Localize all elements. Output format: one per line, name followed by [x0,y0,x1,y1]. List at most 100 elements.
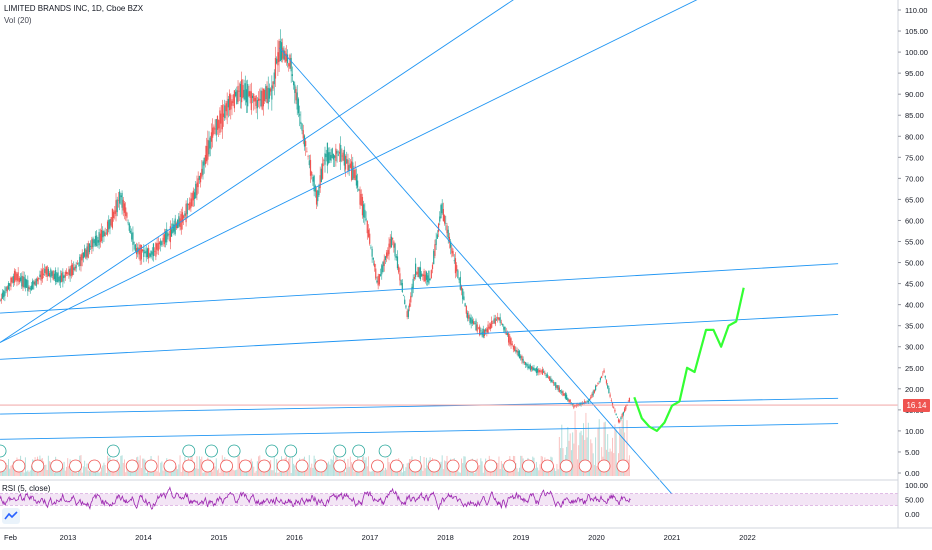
volume-bar [615,429,617,476]
rsi-indicator-label[interactable]: RSI (5, close) [2,484,51,493]
candle-body [227,98,229,108]
price-axis-label: 40.00 [905,301,924,310]
candle-body [99,233,101,243]
volume-bar [558,436,560,476]
volume-bar [232,469,234,476]
candle-body [619,420,621,423]
volume-bar [584,439,586,476]
candle-body [479,326,481,336]
candle-body [468,315,470,319]
volume-bar [295,469,297,476]
candle-body [221,105,223,130]
volume-bar [560,448,562,476]
volume-bar [621,419,623,476]
candle-body [305,141,307,147]
candle-body [154,251,156,252]
candle-body [96,235,98,247]
candle-body [413,277,415,279]
volume-bar [230,468,232,476]
candle-body [549,376,551,381]
candle-body [418,267,420,278]
earnings-badge [427,459,441,473]
candle-body [562,391,564,396]
volume-bar [287,470,289,476]
trend-line [0,313,839,360]
candle-body [186,203,188,215]
candle-body [510,338,512,346]
candle-body [160,240,162,246]
volume-bar [328,461,330,476]
candle-body [162,237,164,242]
rsi-band [0,493,898,506]
volume-bar [374,470,376,476]
price-axis-label: 10.00 [905,427,924,436]
time-axis-label: 2019 [513,533,530,542]
volume-bar [482,472,484,476]
candle-body [581,402,583,405]
candle-body [3,290,5,298]
volume-bar [10,465,12,476]
volume-indicator-label[interactable]: Vol (20) [4,16,32,25]
candle-body [46,266,48,277]
volume-bar [462,463,464,476]
candle-body [372,257,374,260]
candle-body [243,89,245,100]
dividend-badge [106,444,120,458]
earnings-badge [163,459,177,473]
candle-body [201,168,203,177]
candle-body [26,279,28,288]
candle-body [175,223,178,229]
dividend-badge [284,444,298,458]
candle-body [430,270,432,279]
candle-body [241,79,243,103]
candle-body [143,249,145,257]
volume-bar [185,468,187,476]
candle-body [77,262,80,264]
candle-body [71,264,74,275]
candle-body [19,277,22,281]
candle-body [59,275,62,283]
candle-body [388,243,390,255]
candle-body [313,175,315,192]
candle-body [434,244,436,256]
candle-body [617,419,620,422]
candle-body [422,274,424,276]
candle-body [22,276,24,288]
candle-body [17,272,19,281]
candle-body [623,408,626,412]
candle-body [181,212,184,223]
candle-body [487,324,489,334]
candle-body [337,154,339,156]
volume-bar [265,470,267,476]
volume-bar [159,472,161,476]
candle-body [166,228,168,243]
candle-body [381,265,383,275]
candle-body [566,394,568,400]
earnings-badge [484,459,498,473]
candle-body [609,394,611,397]
candle-body [592,391,594,396]
tradingview-logo-icon[interactable] [2,508,20,524]
volume-bar [568,440,570,476]
candle-body [169,226,171,243]
candle-body [459,276,461,290]
candle-body [393,241,395,248]
candle-body [129,230,132,233]
candle-body [150,250,152,258]
price-axis-label: 100.00 [905,48,928,57]
candle-body [184,213,186,216]
candle-body [439,216,441,222]
candle-body [336,150,338,154]
volume-bar [105,472,107,476]
candle-body [622,412,624,415]
candle-body [300,121,302,124]
candle-body [408,303,411,308]
chart-title[interactable]: LIMITED BRANDS INC, 1D, Cboe BZX [4,4,144,13]
candle-body [92,238,94,248]
candle-body [277,52,279,66]
earnings-badge [0,459,7,473]
volume-bar [160,462,162,476]
candle-body [431,264,434,270]
candle-body [419,267,422,280]
